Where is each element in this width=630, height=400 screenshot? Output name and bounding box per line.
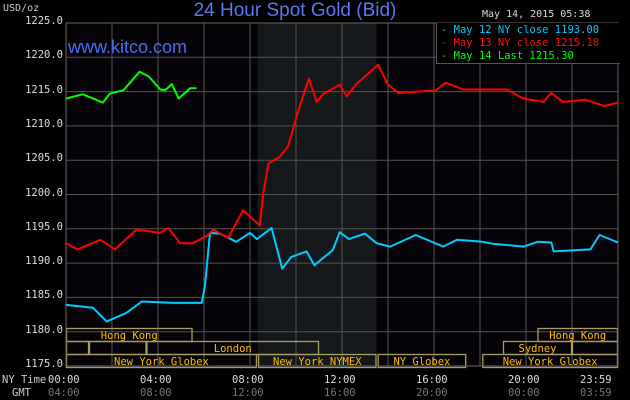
- session-label: Sydney: [519, 343, 557, 355]
- y-tick-label: 1205.0: [25, 152, 63, 165]
- x-tick-ny: 20:00: [508, 374, 540, 386]
- timestamp: May 14, 2015 05:38: [482, 9, 591, 20]
- series-line-may12: [65, 227, 619, 323]
- y-tick-label: 1185.0: [25, 289, 63, 302]
- session-label: New York Globex: [503, 356, 598, 368]
- x-tick-ny: 00:00: [48, 374, 80, 386]
- legend-label: May 12 NY close 1193.00: [453, 24, 600, 36]
- session-label: NY Globex: [393, 356, 450, 368]
- legend-item-may12: - May 12 NY close 1193.00: [441, 24, 600, 36]
- y-tick-label: 1180.0: [25, 323, 63, 336]
- series-line-may13: [65, 63, 619, 251]
- y-tick-label: 1220.0: [25, 49, 63, 62]
- y-tick-label: 1225.0: [25, 15, 63, 27]
- x-tick-gmt: 12:00: [232, 387, 264, 399]
- x-tick-gmt: 20:00: [416, 387, 448, 399]
- session-label: London: [214, 343, 252, 355]
- x-tick-ny: 23:59: [580, 374, 612, 386]
- kitco-watermark[interactable]: www.kitco.com: [68, 37, 188, 57]
- y-tick-label: 1215.0: [25, 83, 63, 96]
- y-tick-label: 1190.0: [25, 255, 63, 268]
- session-label: New York Globex: [114, 356, 209, 368]
- x-tick-ny: 16:00: [416, 374, 448, 386]
- x-tick-ny: 12:00: [324, 374, 356, 386]
- session-label: Hong Kong: [101, 330, 158, 342]
- chart-title: 24 Hour Spot Gold (Bid): [193, 0, 397, 21]
- x-tick-gmt: 04:00: [48, 387, 80, 399]
- session-box: [257, 353, 377, 369]
- session-box: [377, 353, 467, 369]
- x-tick-gmt: 16:00: [324, 387, 356, 399]
- y-tick-label: 1195.0: [25, 220, 63, 233]
- legend-label: May 14 Last 1215.30: [453, 50, 574, 62]
- x-tick-ny: 08:00: [232, 374, 264, 386]
- legend: - May 12 NY close 1193.00 - May 13 NY cl…: [436, 23, 620, 64]
- plot-border: [65, 22, 619, 367]
- x-tick-gmt: 08:00: [140, 387, 172, 399]
- legend-item-may14: - May 14 Last 1215.30: [441, 50, 574, 62]
- series-line-may14: [65, 70, 197, 104]
- ny-time-label: NY Time: [2, 374, 47, 386]
- session-label: New York NYMEX: [273, 356, 362, 368]
- x-tick-ny: 04:00: [140, 374, 172, 386]
- legend-item-may13: - May 13 NY close 1215.10: [441, 37, 600, 49]
- y-tick-label: 1210.0: [25, 117, 63, 130]
- x-tick-gmt: 00:00: [508, 387, 540, 399]
- y-axis-unit: USD/oz: [3, 3, 40, 14]
- legend-label: May 13 NY close 1215.10: [453, 37, 600, 49]
- y-tick-label: 1175.0: [25, 358, 63, 370]
- gmt-label: GMT: [12, 387, 31, 399]
- y-tick-label: 1200.0: [25, 186, 63, 199]
- x-tick-gmt: 03:59: [580, 387, 612, 399]
- session-label: Hong Kong: [549, 330, 606, 342]
